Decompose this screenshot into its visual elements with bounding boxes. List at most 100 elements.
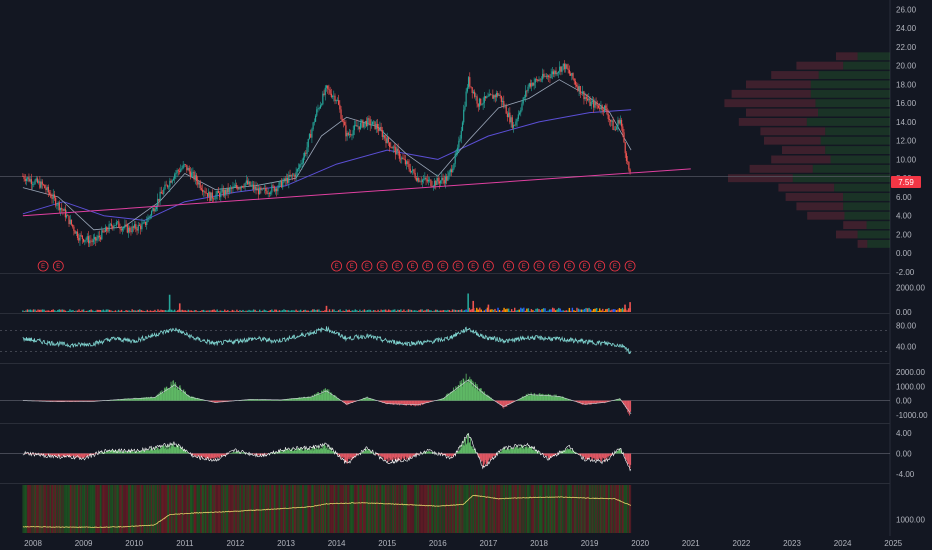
cumulative-band [374,485,377,533]
volume-bar [123,311,126,312]
macd-bar [124,399,126,401]
volume-bar [577,308,580,312]
volume-bar [155,311,158,312]
oscillator-bar [140,450,142,454]
macd-bar [147,398,149,401]
candle [93,237,96,240]
candle [608,119,611,120]
oscillator-bar [303,450,305,454]
oscillator-bar [162,445,164,454]
macd-bar [546,395,548,401]
macd-bar [263,399,265,401]
volume-bar [137,309,139,312]
cumulative-band [164,485,166,533]
oscillator-bar [499,451,501,454]
oscillator-bar [405,453,407,457]
cumulative-band [291,485,293,533]
macd-bar [162,391,163,401]
macd-bar [497,400,499,404]
oscillator-bar [315,449,317,454]
candle [427,179,430,182]
volume-bar [394,309,396,312]
oscillator-bar [543,453,545,455]
macd-bar [123,398,125,401]
oscillator-bar [423,452,425,454]
candle [161,193,164,195]
cumulative-band [263,485,266,533]
oscillator-bar [122,452,123,454]
cumulative-band [230,485,232,533]
oscillator-bar [214,453,216,458]
cumulative-band [557,485,559,533]
candle [544,76,546,77]
candle [272,185,274,187]
cumulative-band [526,485,528,533]
cumulative-band [216,485,218,533]
macd-bar [543,394,545,401]
macd-bar [439,399,440,401]
cumulative-band [438,485,440,533]
volume-bar [63,309,65,312]
oscillator-bar [395,453,397,462]
cumulative-band [239,485,241,533]
macd-bar [83,400,84,402]
oscillator-bar [474,450,476,454]
cumulative-band [201,485,204,533]
candle [287,178,289,183]
candle [212,198,215,200]
macd-bar [596,400,598,404]
oscillator-bar [172,442,174,454]
volume-bar [479,307,481,312]
macd-bar [53,400,55,402]
oscillator-bar [129,450,131,454]
y-tick-label: 2000.00 [896,283,925,292]
macd-bar [51,400,52,402]
cumulative-band [415,485,418,533]
macd-bar [335,396,337,401]
macd-bar [511,400,513,404]
cumulative-band [185,485,187,533]
oscillator-bar [396,453,398,461]
candle [254,186,256,190]
candle [211,192,213,199]
cumulative-band [506,485,508,533]
macd-bar [326,390,328,401]
x-tick-label: 2008 [24,539,42,548]
candle [90,240,92,242]
oscillator-bar [426,452,428,454]
oscillator-bar [327,449,329,454]
candle [185,164,187,165]
volume-bar [60,309,62,312]
macd-bar [607,400,609,402]
macd-bar [173,380,174,401]
candle [255,186,257,191]
macd-bar [442,397,444,401]
oscillator-bar [67,453,69,456]
cumulative-band [71,485,73,533]
macd-bar [66,400,67,402]
volume-bar [195,310,197,312]
cumulative-band [168,485,170,533]
cumulative-band [36,485,38,533]
volume-bar [348,309,350,312]
candle [348,134,351,135]
candle [611,120,613,122]
earnings-marker [533,260,545,272]
candle [68,215,70,225]
candle [469,77,471,87]
trendline [22,168,691,217]
oscillator-bar [298,449,300,454]
cumulative-band [173,485,175,533]
macd-bar [533,395,534,401]
candle [330,93,332,97]
oscillator-bar [182,449,183,454]
volume-bar [520,307,522,312]
volume-bar [210,310,212,312]
candle [420,181,422,183]
macd-bar [502,400,503,408]
candle [338,100,340,105]
volume-bar [430,310,432,312]
macd-bar [627,400,629,412]
candle [62,209,64,211]
